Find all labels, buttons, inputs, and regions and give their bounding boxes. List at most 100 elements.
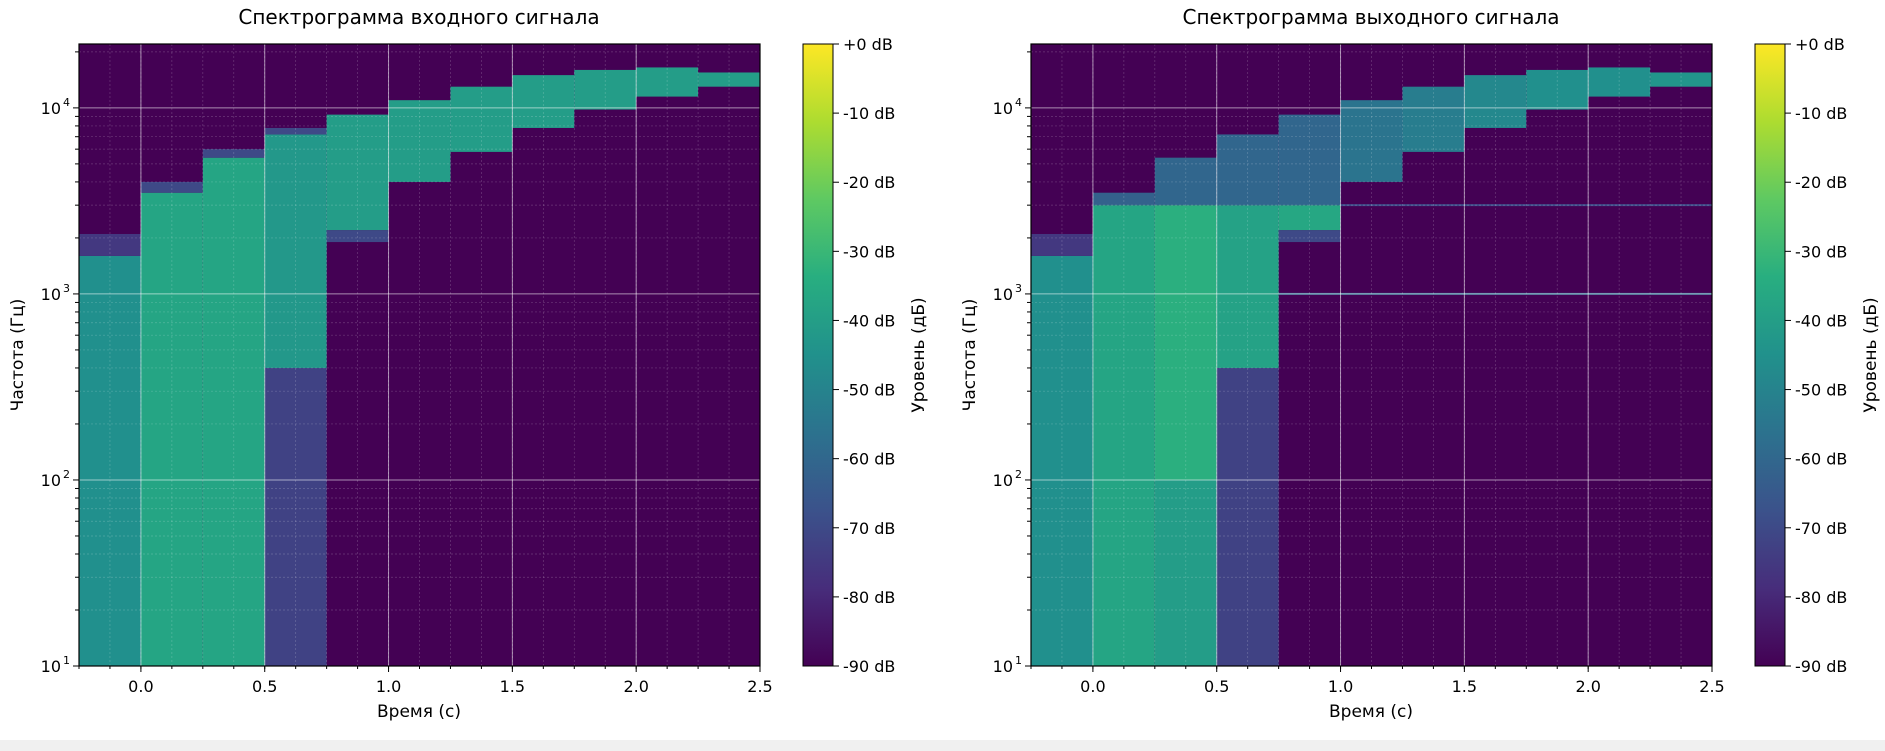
output-x-tick-label: 2.5 <box>1699 677 1724 696</box>
output-spectrogram-cell <box>1154 479 1217 666</box>
input-colorbar-tick-label: -70 dB <box>843 519 895 538</box>
output-x-tick-label: 1.0 <box>1328 677 1353 696</box>
output-spectrogram-cell <box>1154 157 1217 206</box>
output-colorbar-tick-label: -90 dB <box>1795 657 1847 676</box>
output-spectrogram-cell <box>1031 255 1093 666</box>
input-spectrogram-cell <box>79 233 141 256</box>
input-chart-title: Спектрограмма входного сигнала <box>238 5 599 29</box>
input-spectrogram-cell <box>79 255 141 666</box>
input-spectrogram-cell <box>326 230 389 243</box>
input-colorbar: +0 dB -10 dB -20 dB -30 dB -40 dB -50 dB -60 d… <box>802 35 895 676</box>
output-colorbar-tick-label: -50 dB <box>1795 381 1847 400</box>
output-spectrogram-panel: Спектрограмма выходного сигнала 0.0 0.5 1.… <box>960 5 1881 722</box>
output-colorbar-tick-label: -70 dB <box>1795 519 1847 538</box>
input-colorbar-label: Уровень (дБ) <box>909 297 929 412</box>
input-spectrogram-cell <box>698 72 760 87</box>
input-spectrogram-cell <box>202 157 265 666</box>
output-spectrogram-cell <box>1588 67 1651 97</box>
output-colorbar-tick-label: -30 dB <box>1795 242 1847 261</box>
output-spectrogram-cell <box>1650 72 1712 87</box>
output-x-tick-label: 2.0 <box>1575 677 1600 696</box>
input-spectrogram-cell <box>574 69 637 110</box>
output-y-tick-label: 10 <box>993 471 1013 490</box>
input-colorbar-tick-label: +0 dB <box>843 35 893 54</box>
input-colorbar-tick-label: -30 dB <box>843 242 895 261</box>
input-y-tick-label: 10 <box>41 99 61 118</box>
input-spectrogram-cell <box>264 134 327 368</box>
input-x-tick-label: 1.0 <box>376 677 401 696</box>
input-colorbar-tick-label: -60 dB <box>843 450 895 469</box>
output-spectrogram-cell <box>1278 230 1341 243</box>
output-y-tick-exponent: 3 <box>1015 282 1022 295</box>
output-spectrogram-cell <box>1031 233 1093 256</box>
input-spectrogram-cell <box>264 127 327 135</box>
output-spectrogram-cell <box>1402 86 1465 152</box>
output-colorbar-tick-label: +0 dB <box>1795 35 1845 54</box>
input-spectrogram-cell <box>140 181 203 193</box>
input-spectrogram-cell <box>512 75 575 128</box>
output-spectrogram-cell <box>1216 367 1279 666</box>
output-colorbar: +0 dB -10 dB -20 dB -30 dB -40 dB -50 dB -60 d… <box>1754 35 1847 676</box>
input-spectrogram-cell <box>636 67 699 97</box>
output-x-tick-label: 0.0 <box>1080 677 1105 696</box>
input-colorbar-gradient <box>802 43 834 667</box>
input-x-tick-label: 2.0 <box>623 677 648 696</box>
output-y-tick-label: 10 <box>993 285 1013 304</box>
input-colorbar-tick-label: -90 dB <box>843 657 895 676</box>
output-x-tick-label: 1.5 <box>1452 677 1477 696</box>
input-y-tick-exponent: 1 <box>63 654 70 667</box>
output-colorbar-tick-label: -60 dB <box>1795 450 1847 469</box>
output-y-tick-exponent: 2 <box>1015 468 1022 481</box>
input-y-axis-label: Частота (Гц) <box>8 299 28 412</box>
input-spectrogram-cell <box>450 86 513 152</box>
input-spectrogram-cell <box>388 100 451 182</box>
output-y-tick-label: 10 <box>993 657 1013 676</box>
input-spectrogram-cell <box>264 367 327 666</box>
input-y-tick-label: 10 <box>41 285 61 304</box>
output-x-axis-label: Время (с) <box>1329 702 1413 722</box>
input-y-tick-exponent: 2 <box>63 468 70 481</box>
input-colorbar-tick-label: -80 dB <box>843 588 895 607</box>
input-x-tick-label: 0.0 <box>128 677 153 696</box>
input-x-tick-label: 1.5 <box>500 677 525 696</box>
input-colorbar-tick-label: -50 dB <box>843 381 895 400</box>
input-x-tick-label: 0.5 <box>252 677 277 696</box>
input-y-tick-exponent: 3 <box>63 282 70 295</box>
output-colorbar-tick-label: -40 dB <box>1795 311 1847 330</box>
input-colorbar-tick-label: -40 dB <box>843 311 895 330</box>
output-colorbar-tick-label: -80 dB <box>1795 588 1847 607</box>
output-y-tick-exponent: 4 <box>1015 96 1022 109</box>
output-colorbar-tick-label: -10 dB <box>1795 104 1847 123</box>
input-y-tick-label: 10 <box>41 657 61 676</box>
input-spectrogram-cell <box>326 114 389 231</box>
output-spectrogram-cell <box>1216 134 1279 206</box>
output-spectrogram-cell <box>1216 205 1279 368</box>
input-x-tick-label: 2.5 <box>747 677 772 696</box>
output-x-tick-label: 0.5 <box>1204 677 1229 696</box>
input-y-tick-exponent: 4 <box>63 96 70 109</box>
input-spectrogram-cell <box>202 149 265 158</box>
output-colorbar-gradient <box>1754 43 1786 667</box>
input-x-axis-label: Время (с) <box>377 702 461 722</box>
output-spectrogram-cell <box>1464 75 1527 128</box>
input-spectrogram-panel: Спектрограмма входного сигнала 0.0 0.5 1.0… <box>8 5 929 722</box>
output-y-tick-label: 10 <box>993 99 1013 118</box>
output-chart-title: Спектрограмма выходного сигнала <box>1182 5 1559 29</box>
output-spectrogram-cell <box>1340 100 1403 182</box>
output-colorbar-label: Уровень (дБ) <box>1861 297 1881 412</box>
output-spectrogram-cell <box>1154 205 1217 480</box>
input-colorbar-tick-label: -10 dB <box>843 104 895 123</box>
input-colorbar-tick-label: -20 dB <box>843 173 895 192</box>
output-colorbar-tick-label: -20 dB <box>1795 173 1847 192</box>
input-spectrogram-cell <box>140 192 203 667</box>
output-spectrogram-cell <box>1278 205 1341 231</box>
toolbar-strip <box>0 740 1885 751</box>
output-spectrogram-cell <box>1526 69 1589 110</box>
output-y-axis-label: Частота (Гц) <box>960 299 980 412</box>
output-spectrogram-cell <box>1092 192 1155 206</box>
output-spectrogram-cell <box>1092 205 1155 666</box>
input-y-tick-label: 10 <box>41 471 61 490</box>
